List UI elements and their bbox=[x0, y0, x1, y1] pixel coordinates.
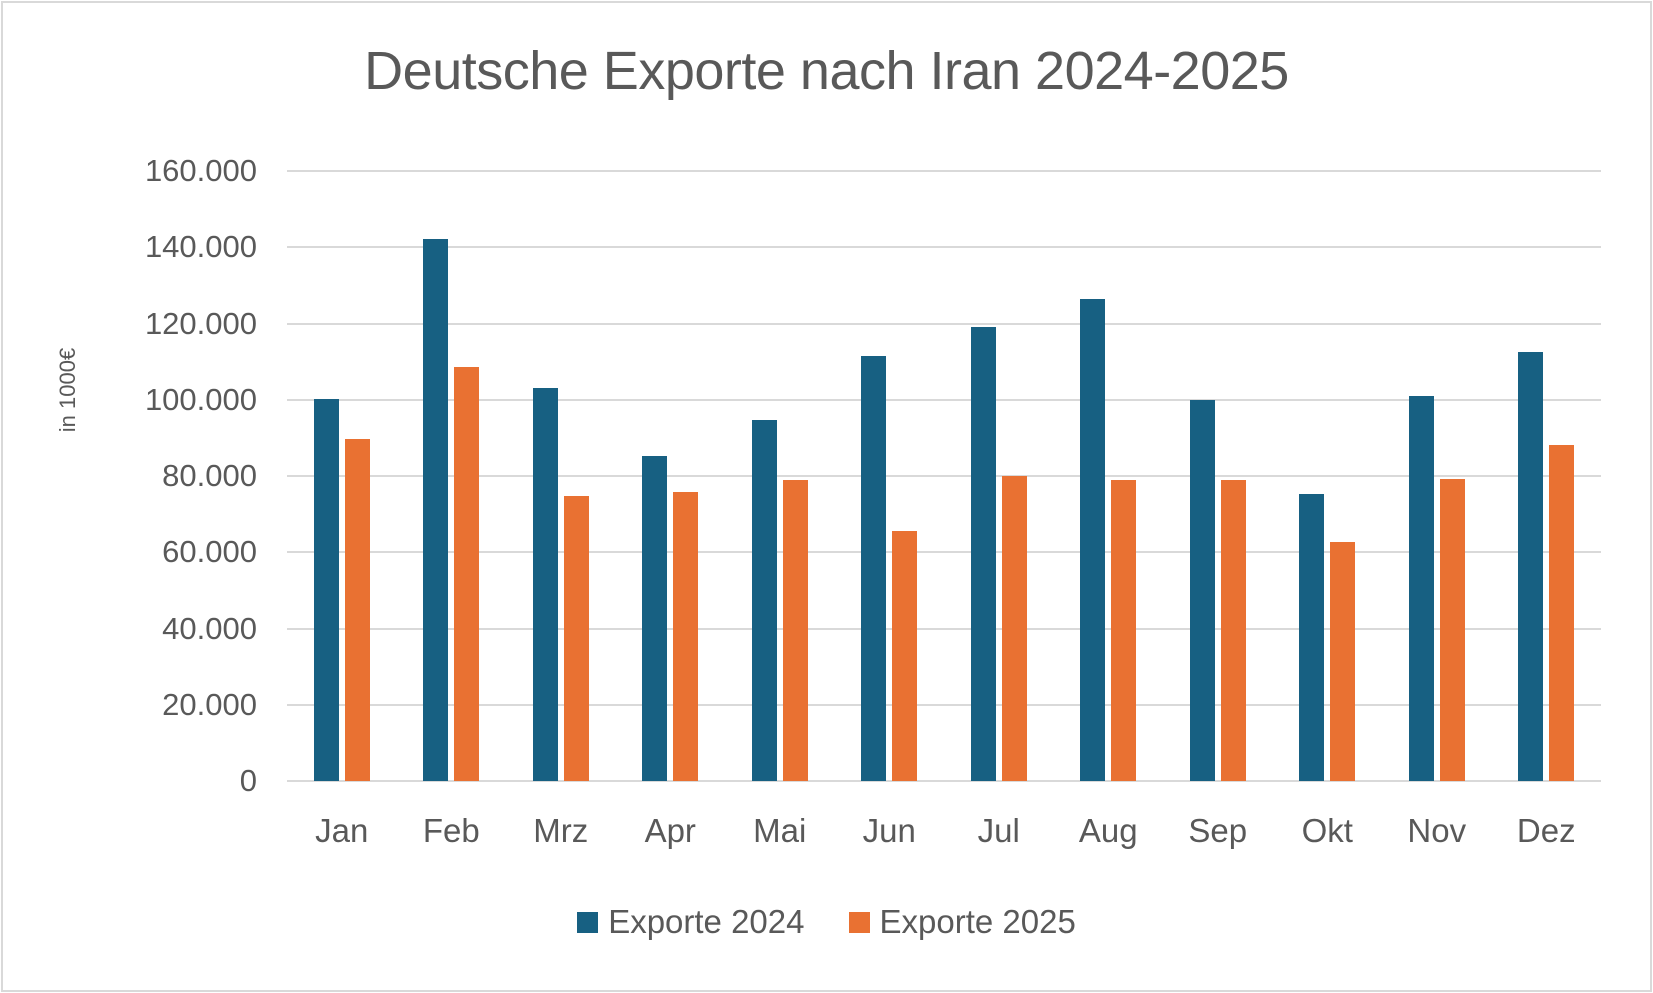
x-tick-label: Feb bbox=[422, 812, 480, 849]
bar-feb-2024 bbox=[423, 239, 449, 781]
bar-jul-2024 bbox=[970, 326, 996, 781]
bar-sep-2025 bbox=[1220, 479, 1246, 781]
legend: Exporte 2024 Exporte 2025 bbox=[0, 903, 1653, 941]
gridline bbox=[287, 398, 1601, 401]
legend-item: Exporte 2025 bbox=[848, 903, 1076, 941]
bar-jun-2025 bbox=[892, 531, 918, 781]
x-tick-label: Okt bbox=[1301, 812, 1353, 849]
x-tick-label: Apr bbox=[644, 812, 696, 849]
bar-mai-2025 bbox=[782, 479, 808, 781]
chart-title: Deutsche Exporte nach Iran 2024-2025 bbox=[364, 41, 1289, 101]
gridline bbox=[287, 170, 1601, 172]
bar-jan-2024 bbox=[313, 399, 339, 781]
gridline bbox=[287, 703, 1601, 706]
gridline bbox=[287, 627, 1601, 630]
y-tick-label: 20.000 bbox=[162, 686, 257, 722]
y-tick-label: 160.000 bbox=[144, 153, 257, 188]
bar-mrz-2025 bbox=[563, 495, 589, 781]
bar-aug-2025 bbox=[1111, 479, 1137, 781]
gridline bbox=[287, 322, 1601, 325]
bar-jan-2025 bbox=[344, 439, 370, 781]
x-tick-label: Aug bbox=[1078, 812, 1138, 849]
bar-apr-2024 bbox=[642, 456, 668, 781]
bar-feb-2025 bbox=[454, 366, 480, 781]
gridline bbox=[287, 246, 1601, 249]
bar-sep-2024 bbox=[1189, 399, 1215, 781]
x-tick-label: Mai bbox=[753, 812, 807, 849]
y-tick-label: 100.000 bbox=[144, 381, 257, 417]
x-tick-label: Mrz bbox=[533, 812, 589, 849]
bar-okt-2024 bbox=[1299, 494, 1325, 781]
y-tick-label: 120.000 bbox=[144, 305, 257, 341]
y-tick-label: 60.000 bbox=[162, 534, 257, 570]
y-tick-label: 40.000 bbox=[162, 610, 257, 646]
bar-dez-2025 bbox=[1549, 445, 1575, 781]
bar-mai-2024 bbox=[751, 419, 777, 781]
bar-nov-2025 bbox=[1439, 479, 1465, 781]
gridline bbox=[287, 475, 1601, 477]
x-tick-label: Jul bbox=[977, 812, 1020, 849]
y-tick-label: 0 bbox=[239, 763, 257, 798]
bar-jun-2024 bbox=[861, 355, 887, 781]
bar-jul-2025 bbox=[1001, 476, 1027, 781]
plot-area bbox=[287, 170, 1601, 782]
x-tick-label: Jun bbox=[862, 812, 916, 849]
bar-aug-2024 bbox=[1080, 299, 1106, 781]
y-tick-label: 80.000 bbox=[162, 458, 257, 493]
y-tick-label: 140.000 bbox=[144, 229, 257, 265]
x-tick-label: Nov bbox=[1407, 812, 1467, 849]
gridline bbox=[287, 780, 1601, 782]
legend-item: Exporte 2024 bbox=[577, 903, 805, 941]
bar-mrz-2024 bbox=[532, 388, 558, 781]
legend-swatch-icon bbox=[577, 911, 599, 933]
bar-apr-2025 bbox=[673, 492, 699, 781]
legend-swatch-icon bbox=[848, 911, 870, 933]
x-tick-label: Jan bbox=[315, 812, 369, 849]
bar-okt-2025 bbox=[1330, 542, 1356, 781]
legend-label: Exporte 2025 bbox=[879, 903, 1076, 940]
legend-label: Exporte 2024 bbox=[608, 903, 805, 940]
x-tick-label: Dez bbox=[1516, 812, 1576, 849]
x-tick-label: Sep bbox=[1188, 812, 1248, 849]
bar-nov-2024 bbox=[1408, 395, 1434, 781]
gridline bbox=[287, 551, 1601, 554]
bar-dez-2024 bbox=[1518, 352, 1544, 781]
